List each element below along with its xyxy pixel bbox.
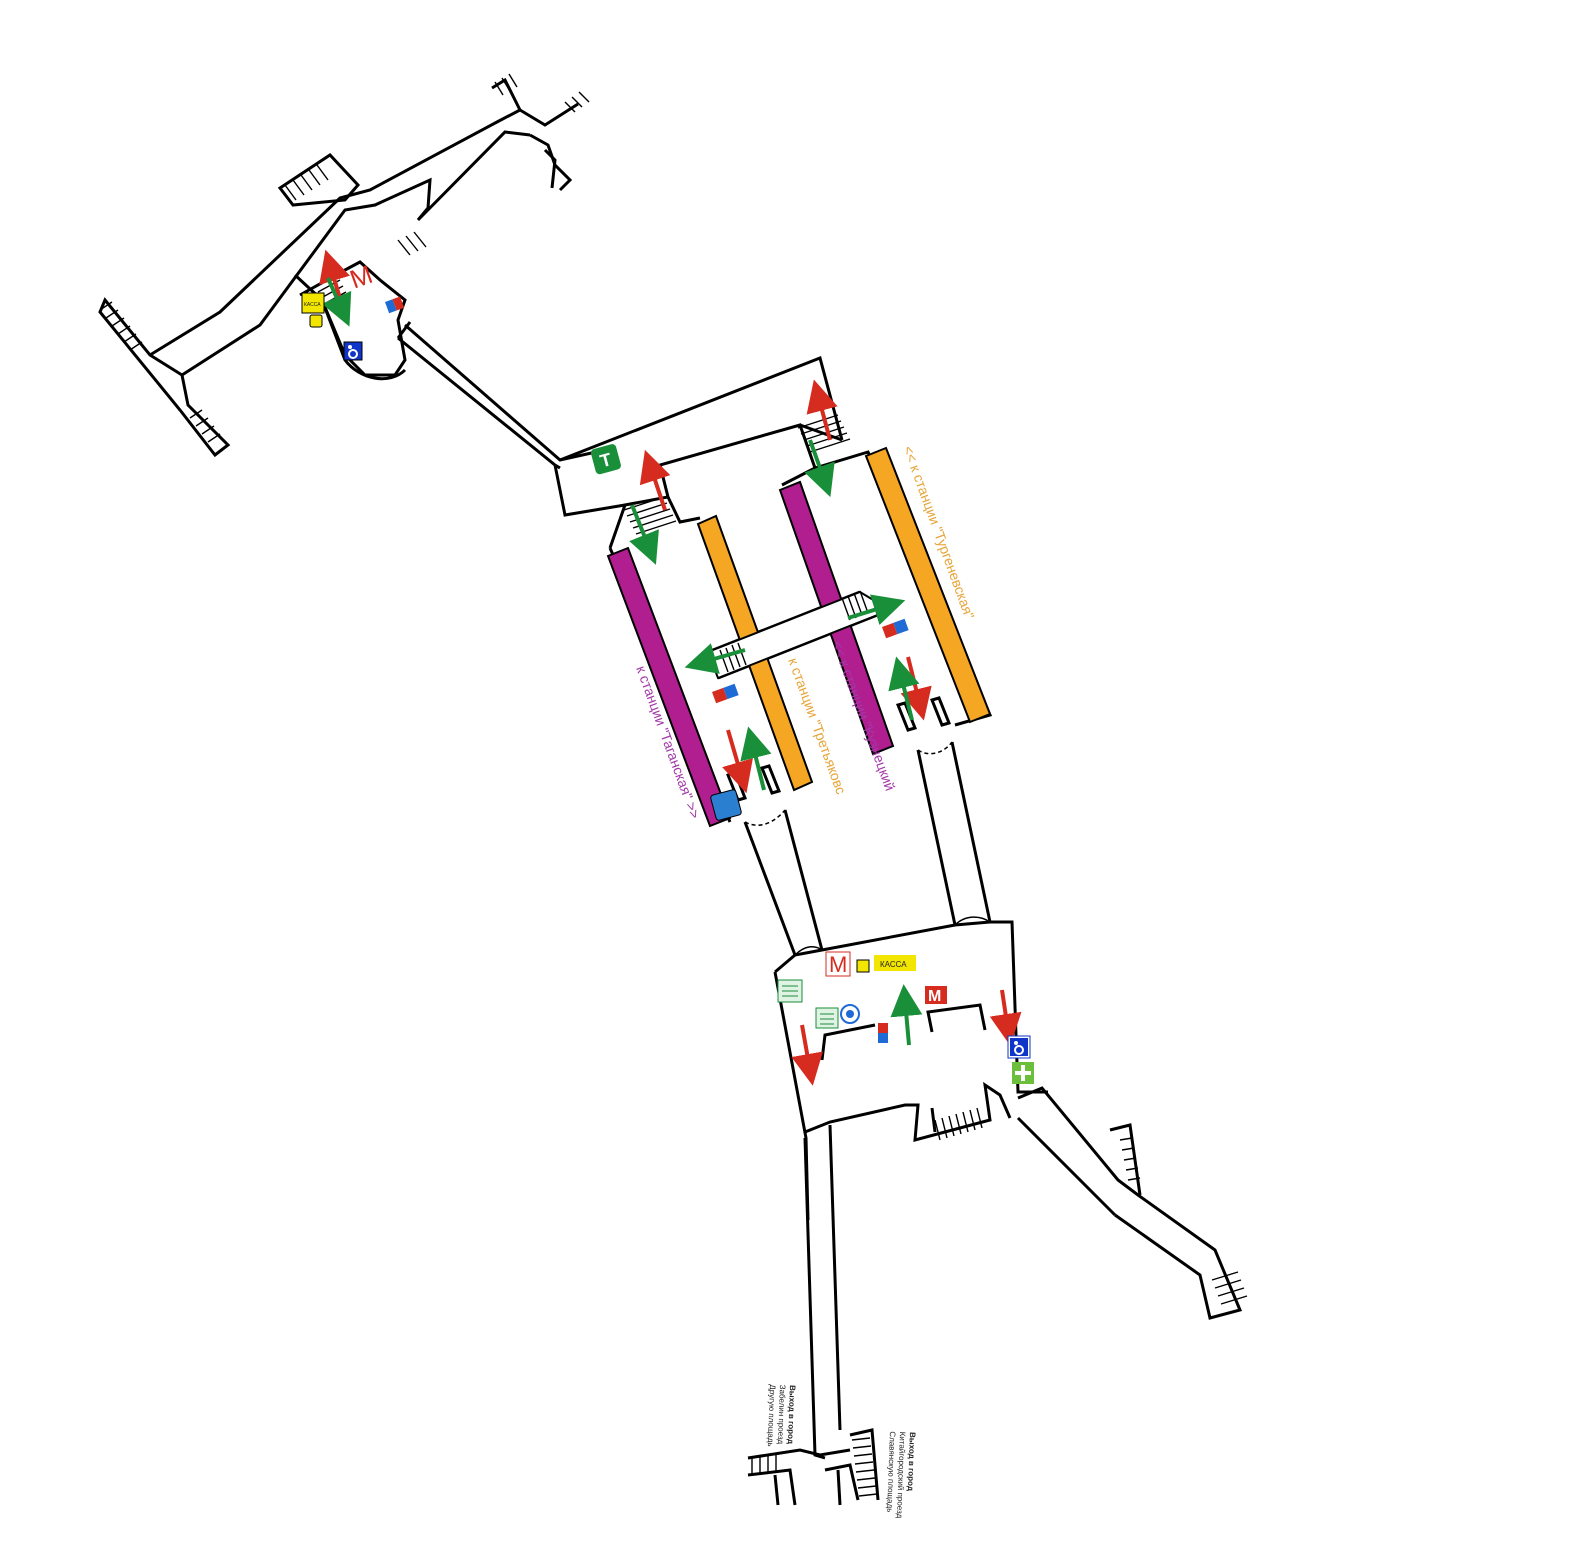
info-icon xyxy=(840,1004,860,1024)
medical-icon xyxy=(1012,1062,1034,1084)
arrow-green-3 xyxy=(740,726,772,791)
ticket-machine-icon xyxy=(815,1007,839,1029)
stairs-s4 xyxy=(751,1455,777,1474)
arrow-green-bridge-r xyxy=(847,594,906,626)
platform-purple-left xyxy=(606,546,732,828)
ticket-machine-icon xyxy=(856,959,870,973)
metro-logo-icon: М xyxy=(346,259,377,295)
exit-left-title: Выход в город xyxy=(786,1385,797,1444)
arrow-red-5 xyxy=(791,1024,823,1086)
stairs-6 xyxy=(564,91,590,113)
stairs-s5 xyxy=(851,1437,878,1497)
exit-right-line1: Китайгородский проезд xyxy=(895,1432,907,1519)
metro-letter-nw: М xyxy=(346,259,377,295)
accessible-icon xyxy=(1007,1035,1031,1059)
arrow-red-2 xyxy=(806,379,838,441)
kassa-label: КАССА xyxy=(880,960,907,969)
arrow-red-6 xyxy=(989,989,1022,1046)
info-icon xyxy=(385,296,405,314)
arrow-green-2 xyxy=(804,439,835,498)
elevator-icon xyxy=(710,789,742,821)
stairs-1 xyxy=(99,301,143,351)
nw-stairs xyxy=(99,73,590,443)
ticket-machine-icon xyxy=(777,979,803,1003)
exit-right-title: Выход в город xyxy=(906,1432,917,1491)
arrow-green-4 xyxy=(888,656,920,721)
kassa-icon: КАССА xyxy=(301,292,325,314)
stairs-upper-right xyxy=(797,414,851,453)
transfer-letter: Т xyxy=(598,449,614,471)
info-icon xyxy=(712,683,739,704)
stairs-s2 xyxy=(1119,1137,1141,1181)
exit-label-right: Выход в город Китайгородский проезд Слав… xyxy=(885,1431,917,1519)
stairs-3 xyxy=(284,164,329,201)
metro-logo-icon: М xyxy=(825,951,851,977)
arrow-red-3 xyxy=(722,729,753,794)
nw-passages xyxy=(98,77,844,517)
metro-letter-south: М xyxy=(829,952,847,977)
stairs-2 xyxy=(189,409,221,443)
stairs-s3 xyxy=(1211,1271,1248,1305)
accessible-icon xyxy=(343,341,363,361)
arrow-green-5 xyxy=(890,984,923,1046)
info-icon xyxy=(878,1023,888,1043)
transfer-icon: Т xyxy=(590,444,621,475)
arrow-green-1 xyxy=(629,504,659,565)
south-stairs xyxy=(751,1107,1248,1497)
arrow-green-bridge-l xyxy=(684,643,746,674)
stairs-4 xyxy=(397,231,427,256)
arrow-green-nw xyxy=(321,277,352,327)
metro-logo-icon: М xyxy=(925,986,947,1005)
stairs-bridge-left xyxy=(719,642,747,673)
exit-label-left: Выход в город Забелин проезд Другую площ… xyxy=(766,1384,797,1447)
info-icon xyxy=(882,618,909,639)
metro-letter-gate: М xyxy=(928,988,941,1005)
exit-left-line1: Забелин проезд xyxy=(776,1385,787,1445)
stairs-s1 xyxy=(934,1107,983,1141)
kassa-small-label: КАССА xyxy=(304,302,321,308)
ticket-machine-icon xyxy=(309,314,323,328)
arrow-red-1 xyxy=(639,449,671,511)
arrow-red-4 xyxy=(900,656,932,721)
kassa-icon: КАССА xyxy=(874,955,916,971)
escalator-tunnels xyxy=(743,741,992,956)
exit-left-line2: Другую площадь xyxy=(766,1384,777,1447)
platform-orange-right xyxy=(864,446,992,724)
stairs-5 xyxy=(494,73,518,96)
flow-arrows xyxy=(319,249,1022,1086)
exit-right-line2: Славянскую площадь xyxy=(885,1431,897,1512)
